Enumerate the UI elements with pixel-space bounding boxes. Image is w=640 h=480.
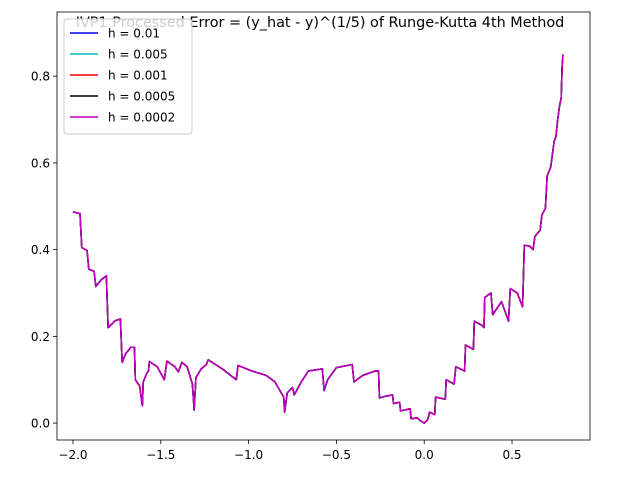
legend-label: h = 0.01 <box>108 27 160 41</box>
x-tick-label: 0.5 <box>502 448 521 462</box>
legend-label: h = 0.005 <box>108 48 168 62</box>
x-tick-label: −1.0 <box>234 448 263 462</box>
x-tick-label: 0.0 <box>415 448 434 462</box>
y-tick-label: 0.2 <box>31 330 50 344</box>
y-tick-label: 0.8 <box>31 70 50 84</box>
y-tick-label: 0.6 <box>31 156 50 170</box>
plot-frame <box>56 11 591 441</box>
legend-label: h = 0.001 <box>108 69 168 83</box>
chart-title: IVP1 Processed Error = (y_hat - y)^(1/5)… <box>76 15 565 31</box>
series-line <box>72 54 564 424</box>
legend-box <box>63 18 193 135</box>
y-tick-label: 0.4 <box>31 243 50 257</box>
x-tick-label: −1.5 <box>146 448 175 462</box>
legend-label: h = 0.0005 <box>108 90 175 104</box>
x-tick-label: −2.0 <box>58 448 87 462</box>
x-tick-label: −0.5 <box>322 448 351 462</box>
legend-label: h = 0.0002 <box>108 111 175 125</box>
y-tick-label: 0.0 <box>31 417 50 431</box>
